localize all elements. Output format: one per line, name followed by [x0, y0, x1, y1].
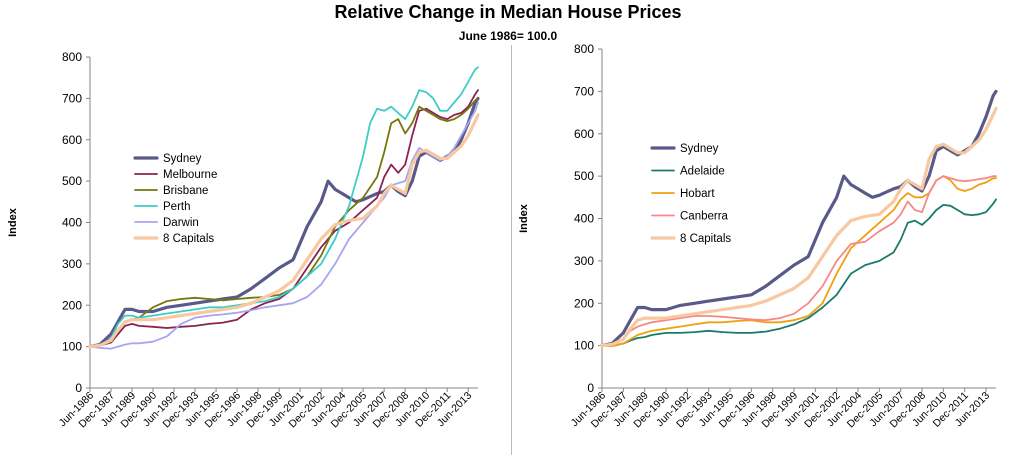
legend-label: Melbourne: [163, 169, 217, 181]
y-tick-label: 300: [574, 254, 594, 268]
y-tick-label: 300: [62, 257, 82, 271]
y-tick-label: 400: [62, 216, 82, 230]
chart-title: Relative Change in Median House Prices: [334, 2, 682, 22]
y-tick-label: 200: [62, 298, 82, 312]
series-line-melbourne: [89, 89, 479, 348]
legend-label: Perth: [163, 201, 191, 213]
y-tick-label: 700: [62, 91, 82, 105]
panel-divider: [511, 45, 512, 455]
y-tick-label: 0: [587, 381, 594, 395]
legend-label: Canberra: [680, 211, 729, 223]
y-tick-label: 100: [574, 339, 594, 353]
legend-label: Sydney: [680, 143, 719, 155]
legend-label: Hobart: [680, 188, 715, 200]
series-line-hobart: [601, 175, 997, 347]
series-line-8-capitals: [600, 106, 998, 348]
series-line-canberra: [601, 175, 997, 347]
legend-label: Sydney: [163, 153, 202, 165]
series-line-adelaide: [601, 198, 997, 347]
y-axis-title: Index: [518, 203, 530, 233]
legend-label: Brisbane: [163, 185, 208, 197]
y-tick-label: 700: [574, 84, 594, 98]
y-axis-title: Index: [7, 207, 19, 237]
legend-label: 8 Capitals: [680, 233, 731, 245]
y-tick-label: 600: [62, 133, 82, 147]
legend-label: Adelaide: [680, 166, 725, 178]
y-tick-label: 400: [574, 212, 594, 226]
legend-label: 8 Capitals: [163, 233, 214, 245]
y-tick-label: 800: [574, 42, 594, 56]
y-tick-label: 100: [62, 340, 82, 354]
series-line-darwin: [89, 101, 479, 350]
series-line-brisbane: [89, 97, 479, 348]
y-tick-label: 600: [574, 127, 594, 141]
y-tick-label: 500: [574, 169, 594, 183]
chart-subtitle: June 1986= 100.0: [458, 29, 558, 43]
y-tick-label: 800: [62, 50, 82, 64]
legend-label: Darwin: [163, 217, 199, 229]
y-tick-label: 200: [574, 296, 594, 310]
series-line-8-capitals: [88, 113, 480, 349]
series-line-perth: [89, 66, 479, 348]
y-tick-label: 0: [75, 381, 82, 395]
y-tick-label: 500: [62, 174, 82, 188]
series-line-sydney: [600, 89, 998, 348]
